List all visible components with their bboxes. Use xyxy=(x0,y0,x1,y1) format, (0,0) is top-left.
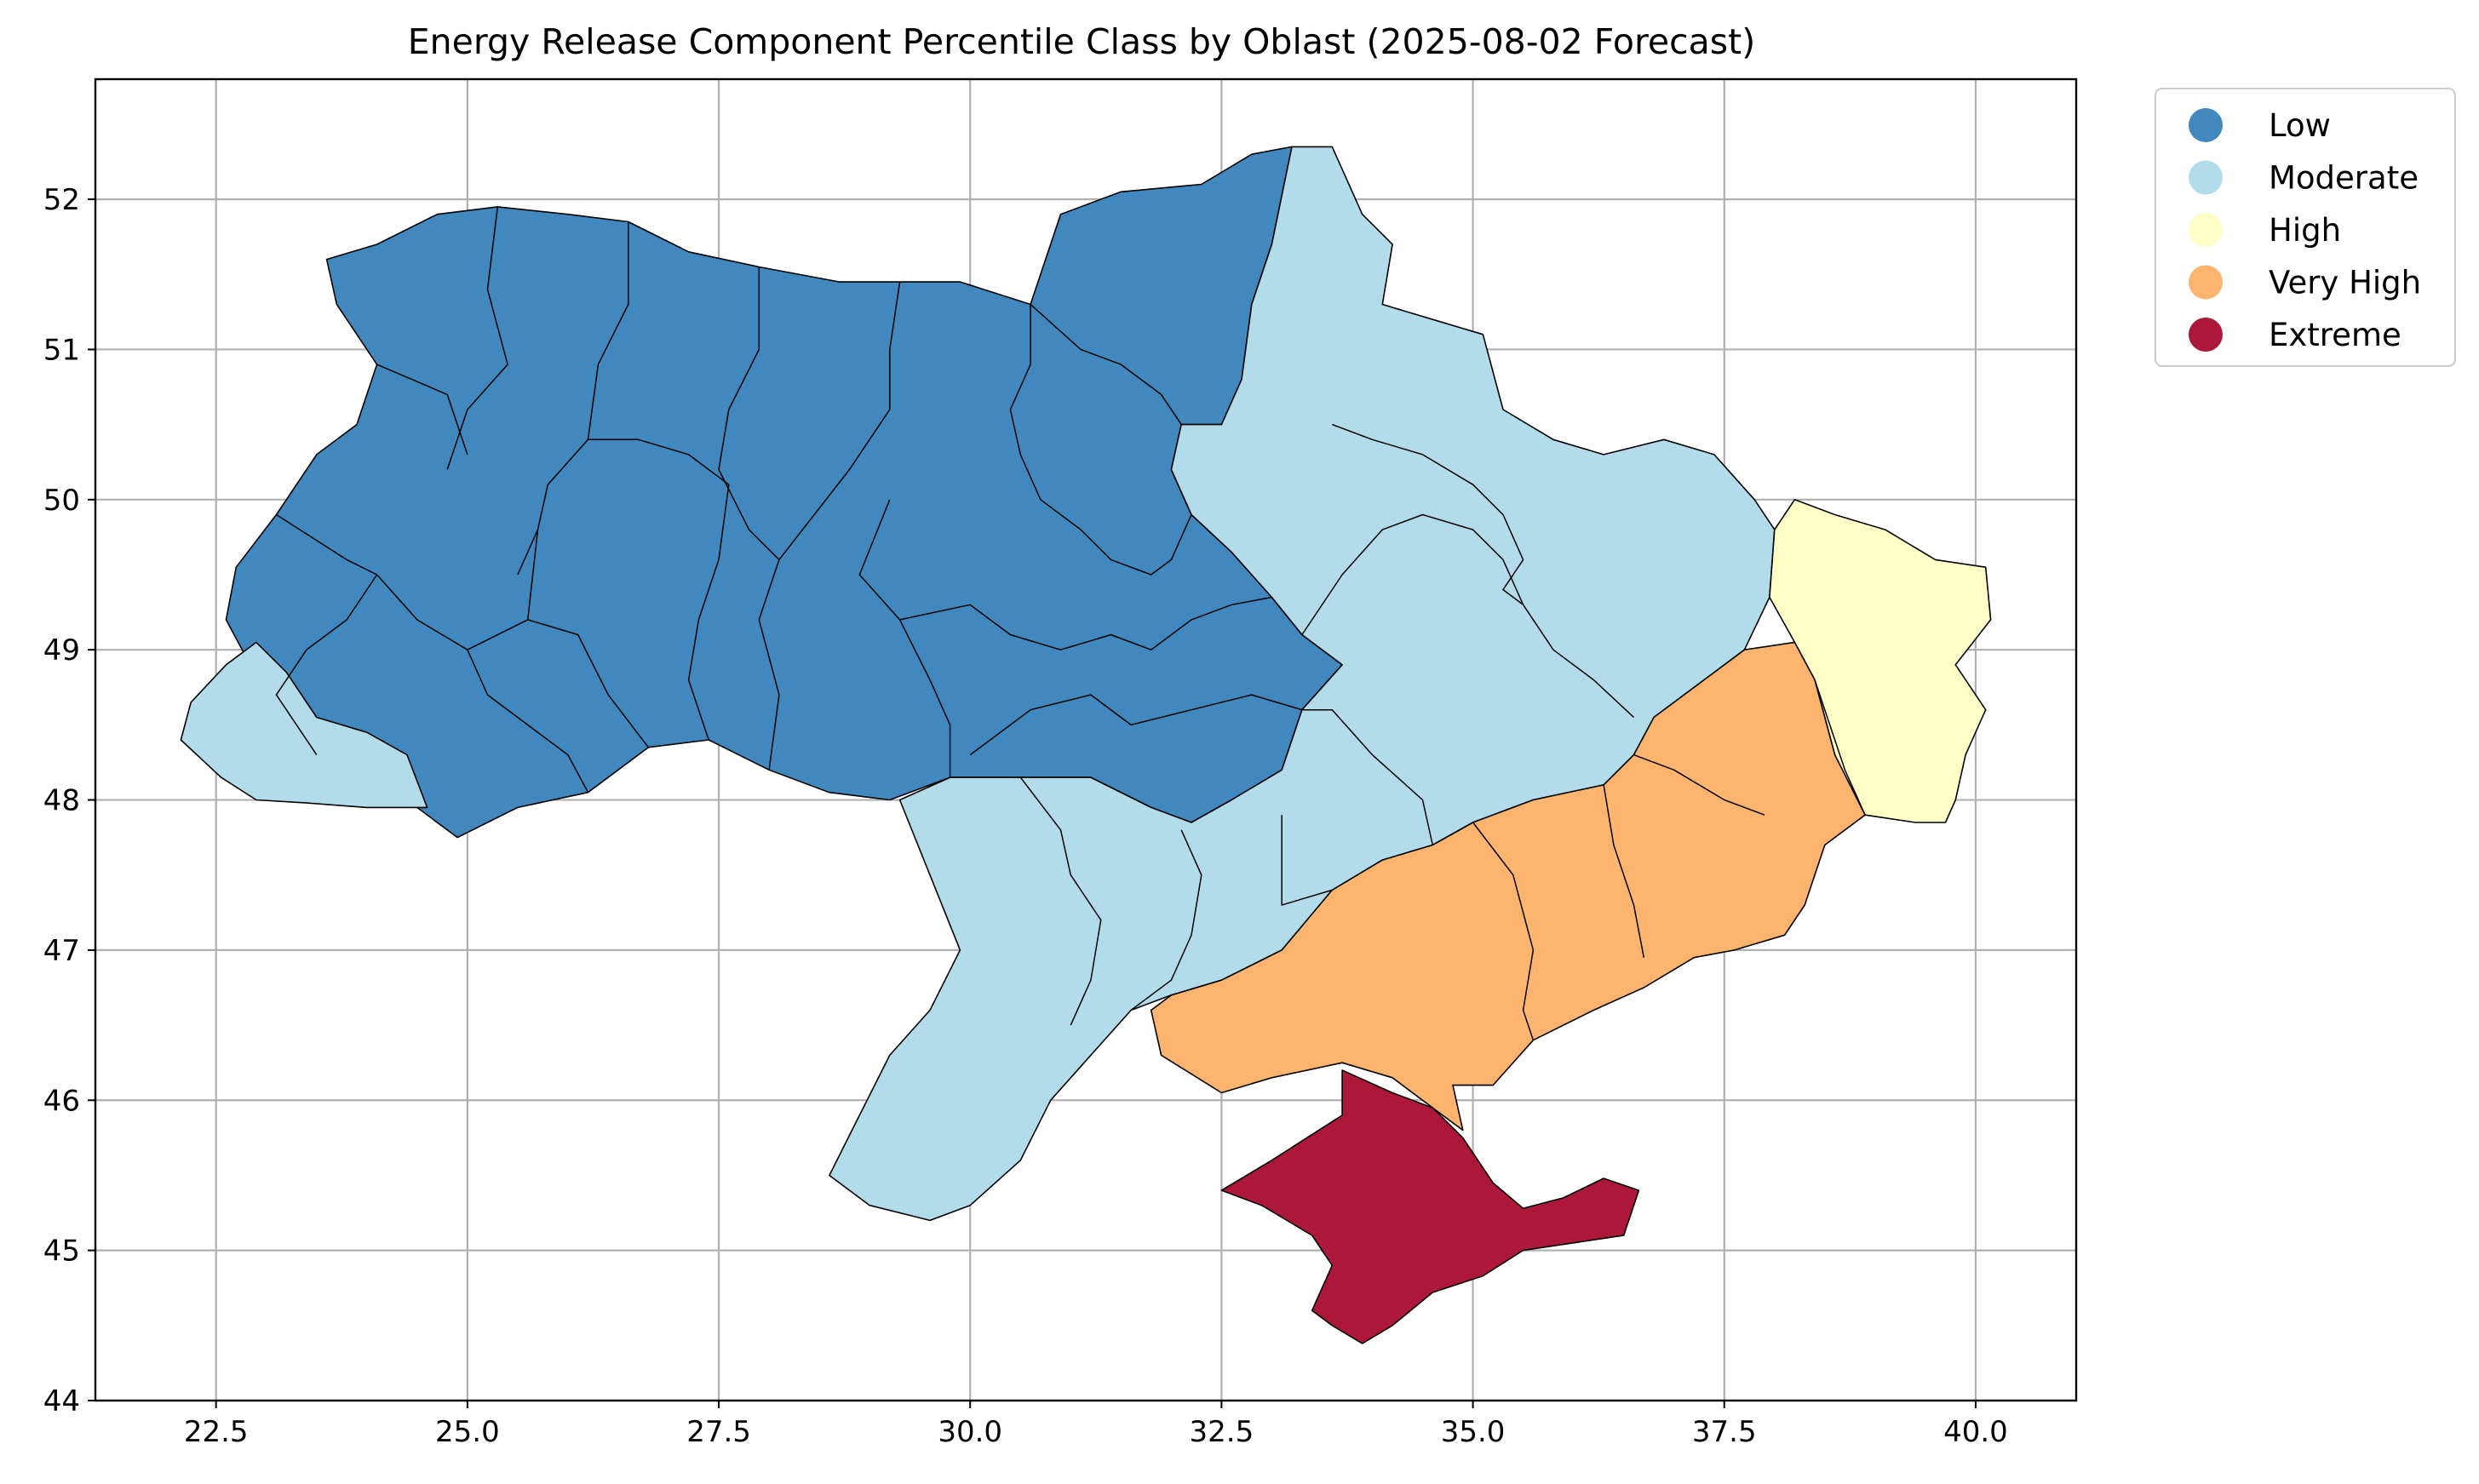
oblast-border xyxy=(376,574,589,794)
oblast-region-very-high xyxy=(1150,641,1866,1132)
oblast-border xyxy=(969,694,1303,756)
oblast-region-moderate xyxy=(829,146,1776,1222)
oblast-border xyxy=(1633,753,1765,816)
x-tick-label: 30.0 xyxy=(938,1415,1002,1449)
oblast-border xyxy=(1009,304,1192,576)
map-title: Energy Release Component Percentile Clas… xyxy=(408,21,1755,62)
y-tick-label: 51 xyxy=(43,333,80,367)
oblast-border xyxy=(467,619,649,748)
legend-box xyxy=(2155,88,2456,367)
x-tick-label: 27.5 xyxy=(686,1415,751,1449)
oblast-border xyxy=(687,559,720,741)
legend-label-moderate: Moderate xyxy=(2269,160,2419,197)
legend-marker-extreme xyxy=(2189,318,2223,352)
y-tick-label: 46 xyxy=(43,1084,80,1118)
x-tick-label: 37.5 xyxy=(1692,1415,1757,1449)
y-tick-label: 49 xyxy=(43,633,80,668)
oblast-border xyxy=(1301,513,1635,719)
oblast-border xyxy=(778,281,901,560)
oblast-region-moderate xyxy=(180,641,428,809)
oblast-border xyxy=(1019,776,1102,1026)
oblast-border xyxy=(1332,423,1524,605)
oblast-border xyxy=(1030,303,1182,426)
legend-label-low: Low xyxy=(2269,107,2331,144)
oblast-border xyxy=(758,559,780,771)
oblast-border xyxy=(858,499,951,778)
legend-marker-moderate xyxy=(2189,160,2223,195)
legend-label-high: High xyxy=(2269,212,2341,249)
y-tick-label: 44 xyxy=(43,1384,80,1418)
legend-label-extreme: Extreme xyxy=(2269,317,2402,353)
oblast-border xyxy=(1472,822,1535,1040)
oblast-border xyxy=(1301,708,1434,845)
oblast-border xyxy=(718,266,780,560)
oblast-border xyxy=(1281,815,1333,906)
legend-marker-high xyxy=(2189,213,2223,247)
oblast-border xyxy=(376,364,468,456)
x-tick-label: 35.0 xyxy=(1441,1415,1506,1449)
oblast-border xyxy=(526,530,539,620)
oblast-region-low xyxy=(225,146,1343,839)
oblast-border xyxy=(275,513,378,756)
y-tick-label: 45 xyxy=(43,1235,80,1269)
border-layer xyxy=(275,206,1866,1040)
tick-layer: 22.5 25.0 27.5 30.0 32.5 35.0 37.5 40.0 44 45 46 47… xyxy=(43,183,2008,1449)
y-tick-label: 52 xyxy=(43,183,80,217)
x-tick-label: 25.0 xyxy=(435,1415,500,1449)
oblast-border xyxy=(899,596,1272,650)
oblast-border xyxy=(446,206,508,470)
y-tick-label: 47 xyxy=(43,934,80,968)
x-tick-label: 32.5 xyxy=(1190,1415,1254,1449)
legend-marker-very-high xyxy=(2189,265,2223,300)
oblast-border xyxy=(1814,679,1866,816)
oblast-border xyxy=(1603,784,1645,958)
x-tick-label: 22.5 xyxy=(184,1415,249,1449)
x-tick-label: 40.0 xyxy=(1943,1415,2008,1449)
oblast-border xyxy=(588,438,730,560)
y-tick-label: 48 xyxy=(43,784,80,818)
oblast-region-extreme xyxy=(1220,1069,1640,1344)
region-layer xyxy=(180,146,1992,1344)
legend: Low Moderate High Very High Extreme xyxy=(2155,88,2456,367)
legend-marker-low xyxy=(2189,108,2223,142)
legend-label-very-high: Very High xyxy=(2269,265,2421,301)
y-tick-label: 50 xyxy=(43,484,80,518)
plot-frame xyxy=(94,77,2078,1402)
oblast-border xyxy=(1130,829,1202,1011)
